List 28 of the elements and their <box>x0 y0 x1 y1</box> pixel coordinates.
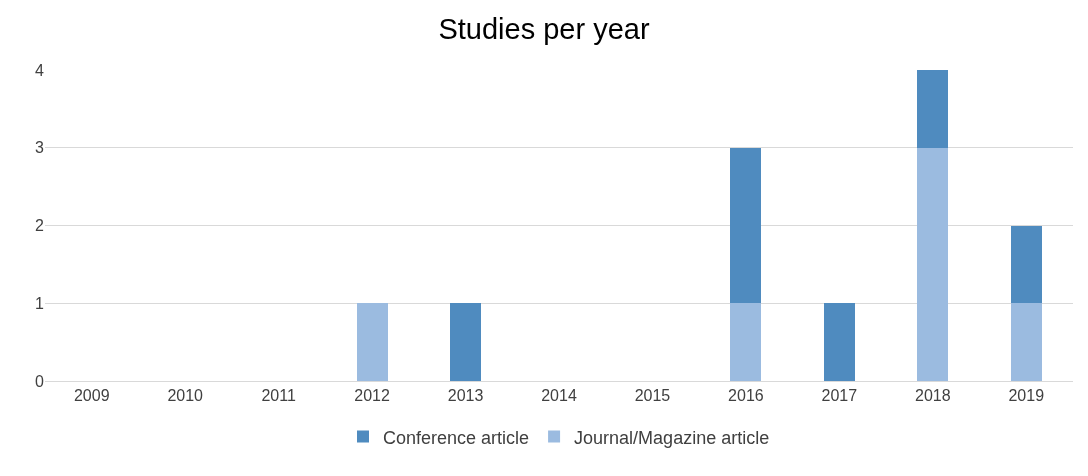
y-tick-label: 1 <box>35 294 45 312</box>
x-tick-label: 2018 <box>915 387 951 405</box>
y-tick-label: 2 <box>35 217 45 235</box>
bar <box>356 303 388 381</box>
x-tick-label: 2012 <box>354 387 390 405</box>
bar <box>450 303 481 381</box>
x-tick-label: 2019 <box>1008 387 1045 405</box>
bar <box>917 147 949 381</box>
x-tick-label: 2017 <box>821 387 858 405</box>
chart-title: Studies per year <box>438 13 650 46</box>
bar <box>730 303 762 381</box>
bar <box>1010 225 1042 304</box>
legend-label: Journal/Magazine article <box>574 427 770 448</box>
x-tick-label: 2010 <box>167 387 204 405</box>
x-tick-label: 2015 <box>634 387 671 405</box>
legend-label: Conference article <box>383 427 530 448</box>
x-tick-label: 2009 <box>73 387 110 405</box>
x-tick-label: 2014 <box>541 387 577 405</box>
y-tick-label: 4 <box>35 61 45 79</box>
x-tick-label: 2013 <box>447 387 484 405</box>
y-tick-label: 0 <box>35 372 45 390</box>
bar <box>917 70 949 148</box>
bar <box>823 303 855 381</box>
x-tick-label: 2016 <box>728 387 764 405</box>
x-tick-label: 2011 <box>261 387 296 405</box>
bar <box>730 147 762 304</box>
y-tick-label: 3 <box>35 139 45 157</box>
bar <box>1010 303 1042 381</box>
